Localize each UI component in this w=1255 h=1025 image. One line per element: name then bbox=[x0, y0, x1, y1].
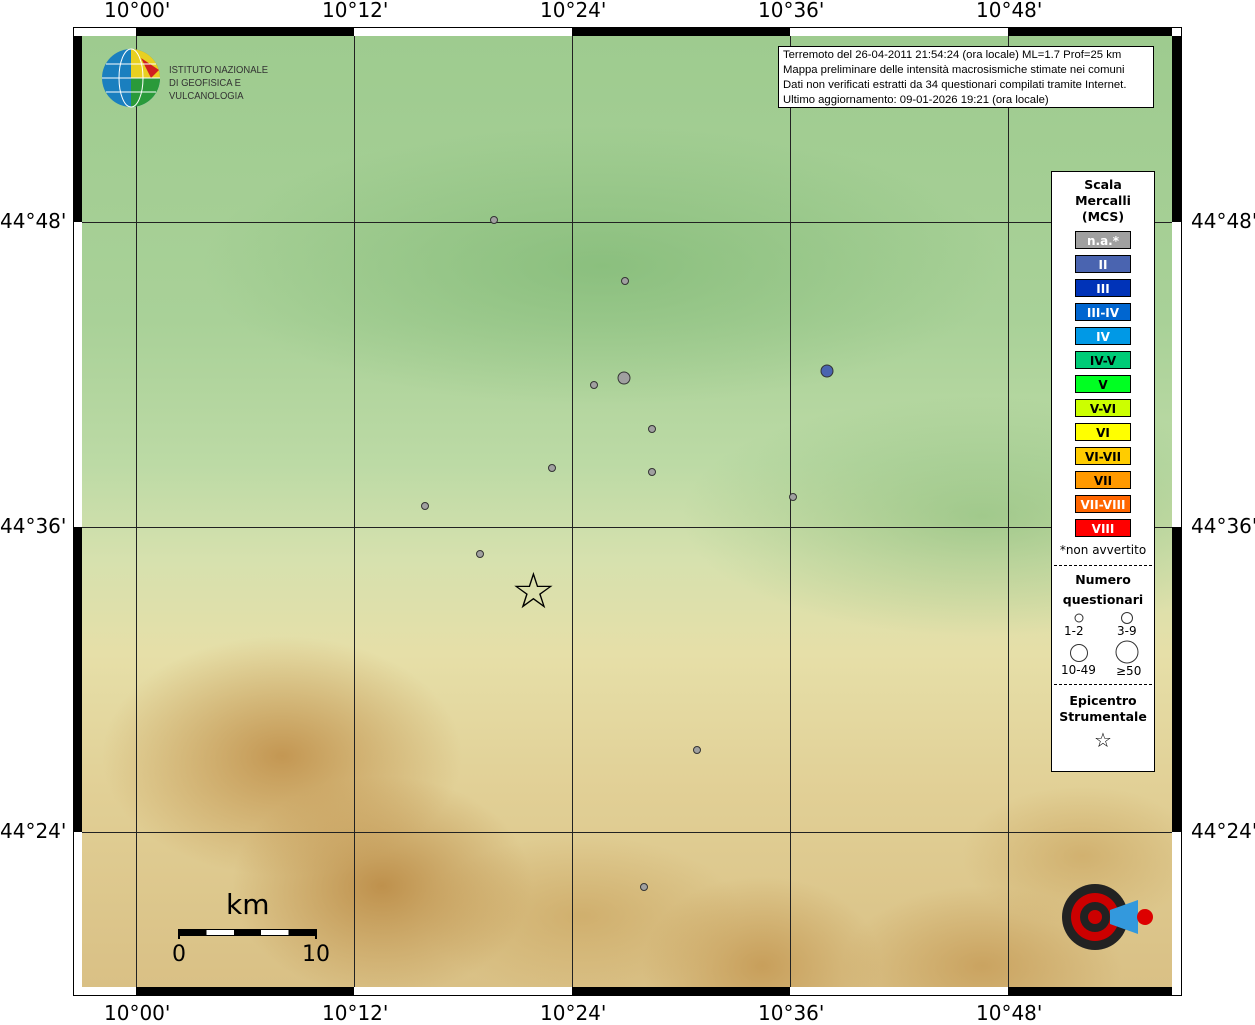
scale-unit: km bbox=[226, 888, 270, 921]
questionnaire-point bbox=[639, 882, 648, 891]
frame-segment bbox=[572, 987, 790, 995]
grid-line bbox=[82, 527, 1172, 528]
intensity-swatch: III-IV bbox=[1075, 303, 1131, 321]
grid-line bbox=[82, 222, 1172, 223]
questionnaire-point bbox=[647, 468, 656, 477]
grid-line bbox=[82, 832, 1172, 833]
questionnaire-point bbox=[589, 381, 598, 390]
questionnaire-point bbox=[420, 501, 429, 510]
frame-segment bbox=[572, 28, 790, 36]
intensity-swatch: IV bbox=[1075, 327, 1131, 345]
intensity-swatch: VI-VII bbox=[1075, 447, 1131, 465]
data-note: Dati non verificati estratti da 34 quest… bbox=[783, 79, 1127, 91]
frame-segment bbox=[136, 987, 354, 995]
grid-line bbox=[354, 36, 355, 987]
lat-tick: 44°48' bbox=[0, 209, 67, 233]
event-info-box: Terremoto del 26-04-2011 21:54:24 (ora l… bbox=[778, 46, 1154, 108]
intensity-swatch: n.a.* bbox=[1075, 231, 1131, 249]
lon-tick: 10°24' bbox=[540, 1001, 607, 1025]
event-title: Terremoto del 26-04-2011 21:54:24 (ora l… bbox=[783, 49, 1122, 61]
frame-segment bbox=[1172, 527, 1181, 832]
lat-tick: 44°24' bbox=[1191, 819, 1255, 843]
grid-line bbox=[790, 36, 791, 987]
lon-tick: 10°12' bbox=[322, 1001, 389, 1025]
lat-tick: 44°36' bbox=[0, 514, 67, 538]
last-update: Ultimo aggiornamento: 09-01-2026 19:21 (… bbox=[783, 94, 1049, 106]
count-title: questionari bbox=[1062, 592, 1144, 607]
frame-segment bbox=[74, 36, 82, 222]
intensity-swatch: V bbox=[1075, 375, 1131, 393]
questionnaire-point bbox=[476, 550, 485, 559]
size-label: 1-2 bbox=[1064, 624, 1084, 638]
questionnaire-point bbox=[820, 364, 834, 378]
count-title: Numero bbox=[1075, 572, 1131, 587]
grid-line bbox=[136, 36, 137, 987]
lat-tick: 44°48' bbox=[1191, 209, 1255, 233]
size-label: ≥50 bbox=[1116, 664, 1142, 678]
size-50-icon bbox=[1115, 640, 1139, 664]
intensity-swatch: VII bbox=[1075, 471, 1131, 489]
questionnaire-point bbox=[548, 463, 557, 472]
lon-tick: 10°36' bbox=[758, 1001, 825, 1025]
frame-segment bbox=[1008, 28, 1172, 36]
globe-icon bbox=[102, 48, 160, 108]
lon-tick: 10°00' bbox=[104, 0, 171, 22]
size-3-9-icon bbox=[1121, 612, 1133, 624]
size-label: 3-9 bbox=[1117, 624, 1137, 638]
questionnaire-point bbox=[647, 425, 656, 434]
logo-text: ISTITUTO NAZIONALE bbox=[169, 64, 269, 76]
questionnaire-point bbox=[789, 492, 798, 501]
questionnaire-point bbox=[693, 745, 702, 754]
size-1-2-icon bbox=[1074, 613, 1084, 623]
map-description: Mappa preliminare delle intensità macros… bbox=[783, 64, 1125, 76]
intensity-swatch: VII-VIII bbox=[1075, 495, 1131, 513]
grid-line bbox=[1008, 36, 1009, 987]
intensity-swatch: III bbox=[1075, 279, 1131, 297]
lon-tick: 10°36' bbox=[758, 0, 825, 22]
intensity-swatch: IV-V bbox=[1075, 351, 1131, 369]
size-label: 10-49 bbox=[1061, 663, 1096, 677]
lat-tick: 44°36' bbox=[1191, 514, 1255, 538]
grid-line bbox=[572, 36, 573, 987]
logo-text: DI GEOFISICA E VULCANOLOGIA bbox=[169, 77, 244, 102]
epicenter-star-icon: ☆ bbox=[511, 561, 556, 620]
lon-tick: 10°48' bbox=[976, 1001, 1043, 1025]
questionnaire-point bbox=[489, 216, 498, 225]
questionnaire-point bbox=[621, 277, 630, 286]
lon-tick: 10°00' bbox=[104, 1001, 171, 1025]
lon-tick: 10°48' bbox=[976, 0, 1043, 22]
intensity-swatch: V-VI bbox=[1075, 399, 1131, 417]
legend: Scala Mercalli (MCS) n.a.* II III III-IV IV I… bbox=[1051, 171, 1155, 772]
legend-title: Mercalli bbox=[1075, 193, 1131, 208]
frame-segment bbox=[1008, 987, 1172, 995]
lon-tick: 10°12' bbox=[322, 0, 389, 22]
intensity-swatch: VI bbox=[1075, 423, 1131, 441]
frame-segment bbox=[136, 28, 354, 36]
ingv-logo: ISTITUTO NAZIONALE DI GEOFISICA E VULCANO… bbox=[101, 48, 321, 108]
size-10-49-icon bbox=[1070, 644, 1088, 662]
map-area[interactable] bbox=[82, 36, 1172, 987]
scale-bar: km 0 10 bbox=[170, 888, 330, 968]
na-note: *non avvertito bbox=[1059, 543, 1147, 557]
frame-segment bbox=[1172, 36, 1181, 222]
legend-title: Scala bbox=[1084, 177, 1122, 192]
intensity-swatch: II bbox=[1075, 255, 1131, 273]
lat-tick: 44°24' bbox=[0, 819, 67, 843]
hsit-logo bbox=[1040, 862, 1155, 977]
star-icon: ☆ bbox=[1094, 728, 1112, 752]
epicenter-title: Strumentale bbox=[1059, 709, 1147, 724]
scale-min: 0 bbox=[172, 942, 186, 967]
frame-segment bbox=[74, 527, 82, 832]
scale-max: 10 bbox=[302, 942, 330, 967]
questionnaire-point bbox=[617, 371, 631, 385]
lon-tick: 10°24' bbox=[540, 0, 607, 22]
intensity-swatch: VIII bbox=[1075, 519, 1131, 537]
legend-title: (MCS) bbox=[1081, 209, 1125, 224]
epicenter-title: Epicentro bbox=[1069, 693, 1137, 708]
